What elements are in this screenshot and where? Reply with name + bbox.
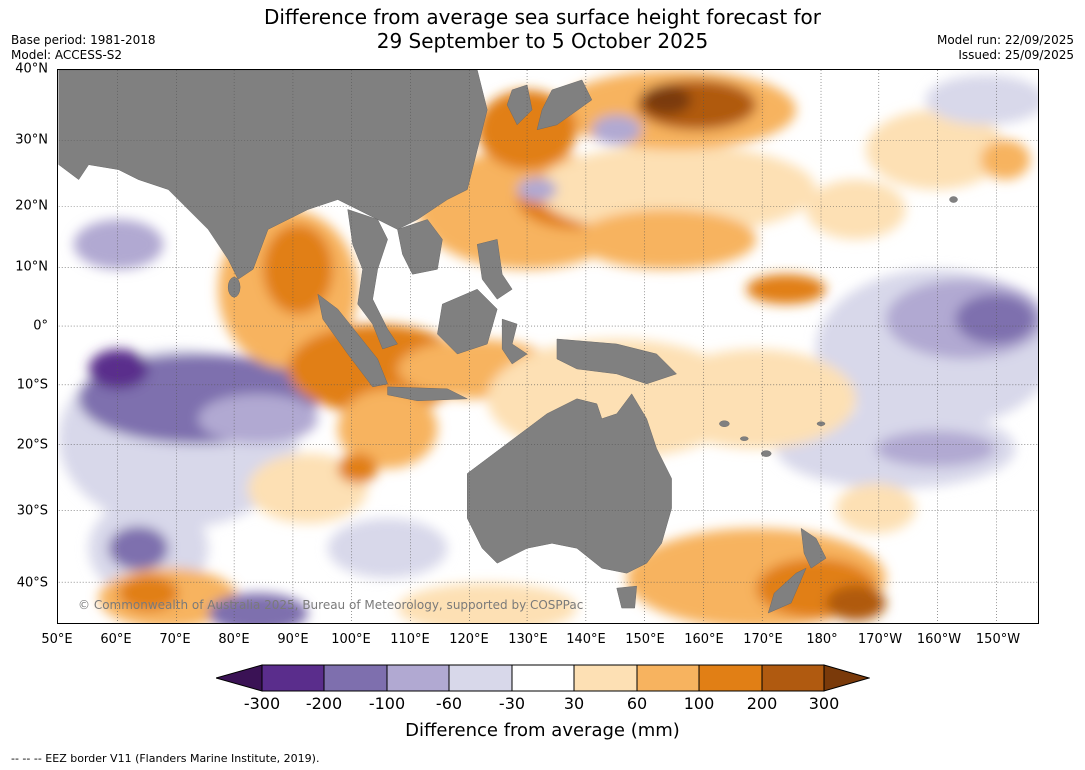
lat-label: 40°S xyxy=(16,575,48,591)
lon-label: 100°E xyxy=(331,632,371,647)
land xyxy=(58,70,958,614)
lon-label: 70°E xyxy=(159,632,191,647)
run-info: Model run: 22/09/2025 Issued: 25/09/2025 xyxy=(937,33,1074,63)
colorbar-swatch xyxy=(511,664,575,692)
issued-date: Issued: 25/09/2025 xyxy=(958,48,1074,62)
colorbar-swatch xyxy=(573,664,638,692)
colorbar-tick: -100 xyxy=(368,694,406,713)
colorbar-swatch xyxy=(636,664,700,692)
lon-label: 150°E xyxy=(625,632,665,647)
colorbar-swatch xyxy=(698,664,763,692)
anomaly-field xyxy=(58,70,1038,623)
colorbar-tick: -30 xyxy=(498,694,526,713)
lon-label: 150°W xyxy=(975,632,1021,647)
lon-label: 120°E xyxy=(449,632,489,647)
chart-title: Difference from average sea surface heig… xyxy=(0,5,1085,53)
colorbar-tick: 200 xyxy=(746,694,778,713)
lon-label: 160°W xyxy=(916,632,962,647)
lon-label: 170°W xyxy=(857,632,903,647)
colorbar-arrow-left xyxy=(216,664,263,692)
model-run: Model run: 22/09/2025 xyxy=(936,33,1074,47)
colorbar-arrow-right xyxy=(823,664,870,692)
title-line-1: Difference from average sea surface heig… xyxy=(263,5,822,29)
lon-label: 110°E xyxy=(390,632,430,647)
footnote: -- -- -- EEZ border V11 (Flanders Marine… xyxy=(11,752,320,765)
base-period: Base period: 1981-2018 xyxy=(11,33,156,47)
lat-label: 0° xyxy=(33,318,48,334)
model-info: Base period: 1981-2018 Model: ACCESS-S2 xyxy=(11,33,156,63)
lon-label: 90°E xyxy=(277,632,309,647)
lon-label: 170°E xyxy=(743,632,783,647)
lon-label: 80°E xyxy=(218,632,250,647)
lat-label: 40°N xyxy=(15,61,48,77)
colorbar-swatch xyxy=(448,664,513,692)
lat-label: 30°S xyxy=(16,503,48,519)
lat-label: 20°N xyxy=(15,198,48,214)
colorbar-tick: 100 xyxy=(683,694,715,713)
lon-label: 160°E xyxy=(684,632,724,647)
colorbar-tick: -300 xyxy=(243,694,281,713)
colorbar-tick: -60 xyxy=(435,694,463,713)
lon-label: 180° xyxy=(806,632,838,647)
graticule xyxy=(58,70,1038,623)
model-name: Model: ACCESS-S2 xyxy=(11,48,123,62)
colorbar-title: Difference from average (mm) xyxy=(405,720,680,741)
sea-height-map xyxy=(57,69,1039,624)
colorbar-tick: 60 xyxy=(626,694,648,713)
colorbar xyxy=(216,664,870,692)
colorbar-tick: -200 xyxy=(305,694,343,713)
lat-label: 10°N xyxy=(15,259,48,275)
title-line-2: 29 September to 5 October 2025 xyxy=(376,29,709,53)
colorbar-swatch xyxy=(761,664,825,692)
lon-label: 140°E xyxy=(566,632,606,647)
lat-label: 20°S xyxy=(16,437,48,453)
colorbar-swatch xyxy=(261,664,325,692)
lon-label: 50°E xyxy=(41,632,73,647)
colorbar-tick: 300 xyxy=(808,694,840,713)
colorbar-tick: 30 xyxy=(563,694,585,713)
colorbar-swatch xyxy=(323,664,388,692)
lon-label: 60°E xyxy=(100,632,132,647)
copyright-notice: © Commonwealth of Australia 2025, Bureau… xyxy=(78,598,584,612)
lat-label: 10°S xyxy=(16,377,48,393)
lon-label: 130°E xyxy=(508,632,548,647)
lat-label: 30°N xyxy=(15,132,48,148)
colorbar-swatch xyxy=(386,664,450,692)
